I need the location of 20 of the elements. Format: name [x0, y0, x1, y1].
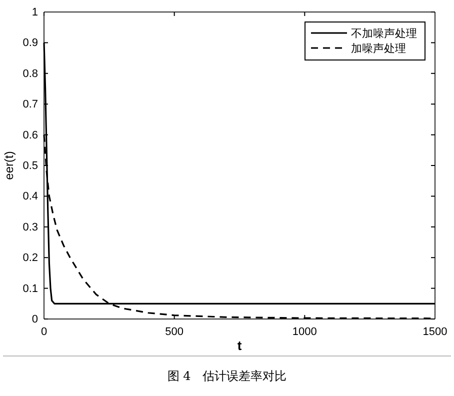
- y-tick-label: 0.2: [22, 252, 38, 264]
- legend-label: 加噪声处理: [351, 42, 406, 55]
- x-tick-label: 1500: [422, 326, 448, 338]
- y-tick-label: 0: [32, 314, 38, 326]
- y-tick-label: 0.8: [22, 68, 38, 80]
- y-axis-title: eer(t): [2, 151, 16, 180]
- y-tick-label: 0.3: [22, 221, 38, 234]
- x-tick-label: 1000: [292, 326, 317, 338]
- x-tick-label: 0: [40, 326, 48, 338]
- x-tick-label: 500: [165, 326, 184, 338]
- y-tick-label: 0.1: [22, 282, 38, 295]
- y-tick-label: 0.6: [22, 129, 38, 142]
- y-tick-label: 1: [32, 6, 38, 19]
- legend-label: 不加噪声处理: [351, 27, 417, 40]
- y-tick-label: 0.4: [22, 190, 38, 203]
- y-tick-label: 0.5: [22, 160, 38, 172]
- caption: 图 4 估计误差率对比: [167, 369, 287, 383]
- y-tick-label: 0.7: [22, 98, 38, 111]
- y-tick-label: 0.9: [22, 37, 38, 50]
- x-axis-title: t: [237, 338, 242, 353]
